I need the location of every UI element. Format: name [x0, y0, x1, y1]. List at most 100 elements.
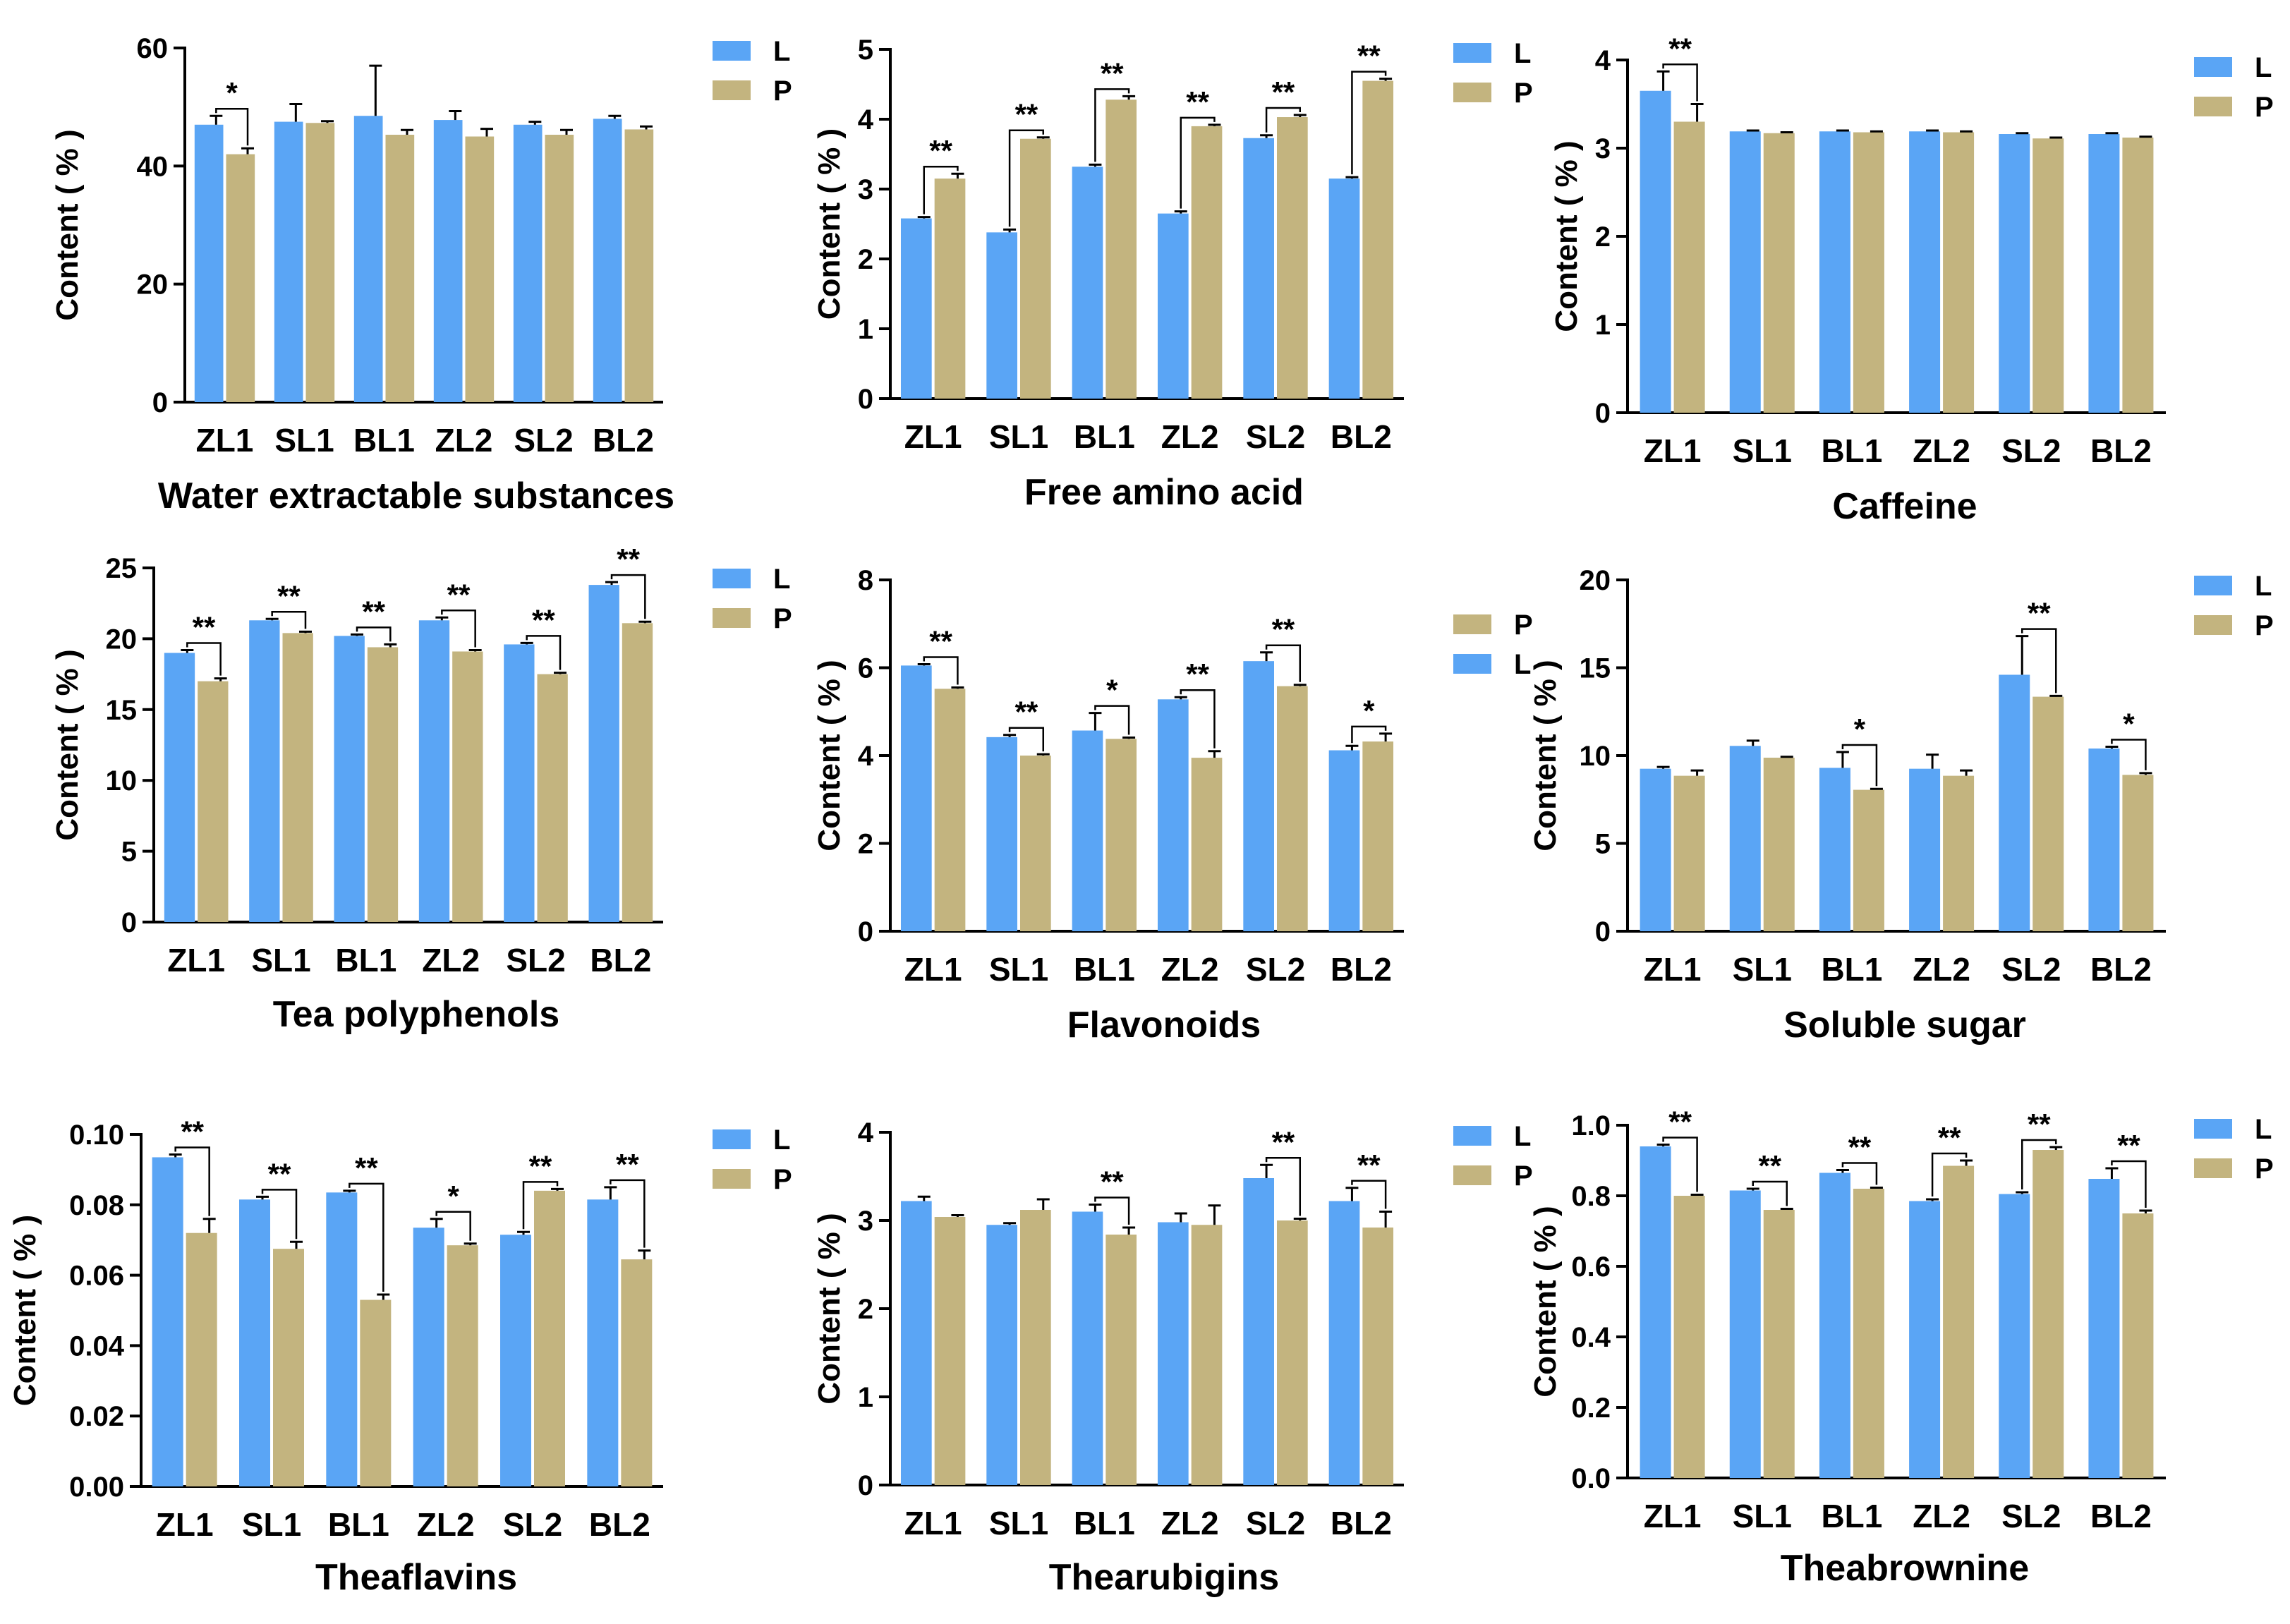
- legend-label-L: L: [2255, 571, 2272, 602]
- x-tick-label-SL1: SL1: [989, 951, 1048, 988]
- legend-label-P: P: [2255, 92, 2274, 123]
- x-tick-label-ZL1: ZL1: [1644, 432, 1702, 469]
- significance-mark-BL2: **: [1357, 1149, 1381, 1182]
- significance-bracket-SL1: [1752, 1180, 1788, 1206]
- y-tick-label: 4: [1595, 45, 1611, 76]
- x-tick-label-BL1: BL1: [328, 1506, 389, 1543]
- chart-panel-2: 0 1 2 3 4 5 Content ( % ) ** ZL1 ** SL1 ** BL1 ** ZL2 *…: [812, 35, 1533, 513]
- bar-L-SL2: [1999, 134, 2030, 413]
- significance-bracket-ZL1: [186, 642, 222, 676]
- y-tick-label: 10: [106, 765, 138, 796]
- significance-bracket-SL2: [1265, 1157, 1302, 1216]
- y-tick-label: 1: [858, 1382, 873, 1413]
- bar-L-BL1: [1819, 768, 1850, 931]
- x-tick-label-BL2: BL2: [1331, 418, 1392, 455]
- chart-title: Free amino acid: [1024, 472, 1304, 513]
- x-tick-label-ZL2: ZL2: [435, 422, 493, 459]
- significance-bracket-BL1: [1094, 705, 1130, 735]
- y-tick-label: 4: [858, 1117, 874, 1149]
- x-tick-label-SL2: SL2: [2001, 432, 2061, 469]
- y-tick-label: 2: [858, 1294, 873, 1325]
- significance-mark-BL1: **: [1848, 1131, 1872, 1164]
- legend-swatch-P: [1453, 1165, 1491, 1185]
- x-tick-label-SL1: SL1: [1733, 951, 1792, 988]
- significance-mark-SL1: **: [1015, 696, 1038, 729]
- y-tick-label: 2: [858, 829, 873, 860]
- bar-L-ZL2: [433, 120, 463, 402]
- x-tick-label-BL1: BL1: [1074, 951, 1135, 988]
- bar-L-ZL2: [1909, 768, 1941, 931]
- bar-P-ZL2: [447, 1245, 478, 1486]
- bar-P-ZL2: [452, 651, 483, 922]
- significance-bracket-ZL1: [1662, 1137, 1698, 1192]
- legend-label-L: L: [2255, 1114, 2272, 1145]
- significance-mark-ZL1: **: [929, 625, 952, 658]
- y-tick-label: 1: [858, 314, 873, 345]
- chart-panel-8: 0 1 2 3 4 Content ( % ) ZL1 SL1 ** BL1 ZL2 ** SL2 ** B…: [812, 1117, 1533, 1598]
- x-tick-label-BL1: BL1: [1074, 1505, 1135, 1541]
- x-tick-label-SL1: SL1: [274, 422, 334, 459]
- significance-bracket-ZL1: [1662, 63, 1698, 102]
- y-tick-label: 25: [106, 553, 138, 584]
- x-tick-label-BL1: BL1: [1821, 951, 1882, 988]
- bar-P-SL1: [1763, 757, 1795, 931]
- bar-P-SL1: [1020, 138, 1051, 399]
- significance-bracket-ZL2: [1931, 1152, 1968, 1196]
- x-tick-label-SL1: SL1: [1733, 432, 1792, 469]
- significance-bracket-ZL2: [435, 1211, 471, 1241]
- significance-mark-ZL2: *: [447, 1180, 459, 1213]
- y-tick-label: 5: [858, 35, 873, 66]
- significance-mark-SL1: **: [1015, 98, 1038, 131]
- y-tick-label: 5: [1595, 829, 1611, 860]
- significance-mark-ZL1: **: [193, 610, 216, 643]
- significance-bracket-BL1: [1094, 1196, 1130, 1225]
- bar-L-BL2: [593, 119, 622, 402]
- legend-label-L: L: [773, 564, 790, 595]
- x-tick-label-SL2: SL2: [503, 1506, 562, 1543]
- bar-P-BL1: [360, 1299, 392, 1486]
- bar-L-ZL1: [900, 665, 932, 931]
- legend-swatch-P: [713, 80, 751, 100]
- legend-label-P: P: [2255, 610, 2274, 641]
- significance-mark-BL1: **: [355, 1151, 378, 1184]
- y-tick-label: 0: [1595, 398, 1611, 429]
- y-tick-label: 0: [1595, 916, 1611, 947]
- chart-title: Flavonoids: [1067, 1005, 1261, 1046]
- x-tick-label-BL1: BL1: [1074, 418, 1135, 455]
- x-tick-label-SL2: SL2: [2001, 1498, 2061, 1534]
- y-tick-label: 20: [1580, 565, 1611, 596]
- chart-title: Water extractable substances: [158, 475, 674, 516]
- x-tick-label-SL2: SL2: [1246, 951, 1305, 988]
- bar-L-SL2: [1999, 1194, 2030, 1478]
- significance-mark-ZL2: **: [1186, 658, 1209, 691]
- bar-P-SL2: [1277, 117, 1308, 399]
- bar-P-BL1: [1853, 132, 1884, 413]
- y-tick-label: 3: [858, 174, 873, 205]
- bar-L-SL1: [1729, 131, 1761, 413]
- x-tick-label-BL2: BL2: [1331, 1505, 1392, 1541]
- significance-mark-BL1: **: [1101, 1165, 1124, 1199]
- bar-P-BL2: [2122, 1213, 2154, 1478]
- legend-swatch-P: [2194, 97, 2232, 116]
- significance-mark-SL2: **: [532, 603, 555, 636]
- legend-swatch-P: [2194, 1158, 2232, 1178]
- bar-L-BL2: [1328, 750, 1360, 931]
- significance-bracket-BL1: [1841, 744, 1878, 787]
- chart-title: Theabrownine: [1781, 1548, 2029, 1589]
- significance-mark-BL2: **: [616, 1148, 639, 1181]
- bar-P-BL1: [1853, 1189, 1884, 1478]
- bar-L-BL2: [588, 585, 619, 922]
- significance-mark-ZL1: **: [1668, 32, 1692, 65]
- significance-bracket-SL2: [1265, 644, 1302, 682]
- chart-panel-6: 0 5 10 15 20 Content ( % ) ZL1 SL1 * BL1 ZL2 ** SL2 *…: [1528, 565, 2274, 1046]
- significance-mark-SL2: **: [1272, 75, 1295, 109]
- y-axis-label: Content ( % ): [1528, 660, 1563, 851]
- y-axis-label: Content ( % ): [812, 660, 847, 851]
- legend-label-L: L: [1514, 649, 1531, 680]
- legend-label-L: L: [1514, 1121, 1531, 1152]
- bar-L-ZL2: [1157, 699, 1189, 931]
- bar-P-BL1: [1105, 1235, 1137, 1485]
- y-tick-label: 2: [858, 244, 873, 275]
- bar-P-ZL1: [934, 178, 966, 399]
- bar-P-ZL2: [1943, 1165, 1975, 1478]
